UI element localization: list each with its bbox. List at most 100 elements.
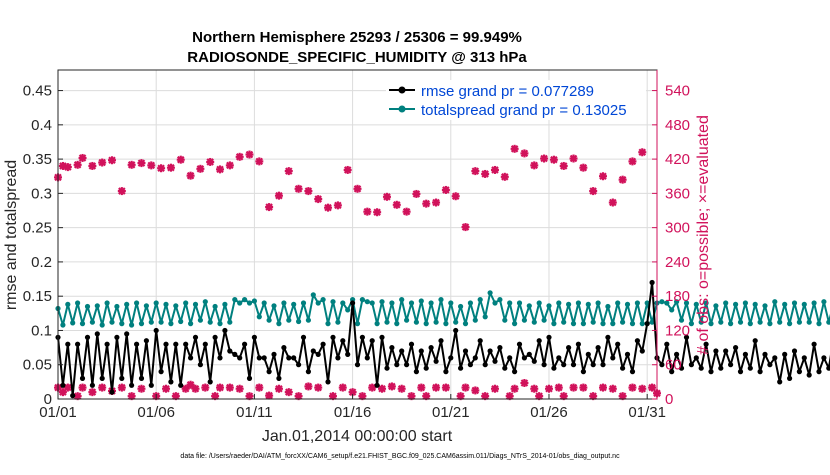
- spread-point: [129, 322, 135, 328]
- spread-point: [413, 319, 419, 325]
- obs-count-mark: [275, 384, 283, 393]
- rmse-point: [94, 331, 100, 337]
- rmse-point: [620, 365, 626, 371]
- spread-point: [242, 297, 248, 303]
- spread-point: [767, 321, 773, 327]
- obs-count-mark: [407, 392, 416, 400]
- obs-count-point: [540, 154, 549, 163]
- rmse-point: [242, 341, 248, 347]
- rmse-point: [428, 345, 434, 351]
- obs-count-mark: [417, 383, 426, 392]
- y-right-tick-label: 120: [665, 322, 690, 339]
- obs-count-point: [422, 199, 431, 208]
- rmse-point: [389, 345, 395, 351]
- obs-count-mark: [255, 383, 264, 392]
- rmse-point: [526, 351, 532, 357]
- rmse-point: [315, 351, 321, 357]
- spread-point: [443, 321, 449, 327]
- y-left-tick-label: 0.2: [31, 254, 52, 271]
- spread-point: [178, 318, 184, 325]
- rmse-point: [811, 341, 817, 347]
- rmse-point: [109, 389, 115, 395]
- rmse-point: [340, 338, 346, 344]
- spread-point: [516, 300, 523, 306]
- spread-point: [418, 298, 424, 304]
- rmse-point: [531, 358, 537, 364]
- obs-count-mark: [491, 384, 499, 393]
- spread-point: [153, 300, 159, 306]
- spread-point: [782, 301, 788, 307]
- obs-count-mark: [599, 383, 607, 392]
- obs-count-point: [191, 384, 200, 393]
- y-left-tick-label: 0: [44, 391, 52, 408]
- obs-count-point: [559, 392, 568, 401]
- spread-point: [408, 300, 415, 306]
- spread-point: [629, 321, 636, 327]
- obs-count-point: [206, 157, 215, 166]
- rmse-point: [487, 348, 493, 354]
- spread-point: [305, 317, 311, 323]
- obs-count-mark: [569, 383, 578, 392]
- spread-point: [590, 319, 596, 325]
- obs-count-point: [402, 207, 411, 216]
- obs-count-point: [608, 198, 617, 207]
- obs-count-point: [216, 165, 225, 174]
- obs-count-point: [255, 383, 264, 392]
- obs-count-mark: [579, 163, 588, 172]
- rmse-point: [595, 345, 601, 351]
- spread-point: [384, 319, 390, 325]
- spread-point: [310, 292, 316, 298]
- obs-count-mark: [265, 203, 273, 211]
- obs-count-point: [520, 379, 529, 388]
- obs-count-mark: [510, 384, 519, 393]
- obs-count-point: [353, 184, 362, 193]
- rmse-point: [286, 355, 292, 361]
- obs-count-point: [608, 384, 617, 393]
- spread-point: [678, 317, 685, 323]
- obs-count-point: [461, 223, 470, 232]
- spread-point: [281, 300, 287, 306]
- obs-count-point: [265, 203, 274, 212]
- obs-count-point: [471, 386, 480, 395]
- obs-count-mark: [334, 201, 342, 210]
- obs-count-point: [490, 165, 499, 174]
- obs-count-point: [265, 391, 274, 400]
- rmse-point: [521, 355, 528, 361]
- rmse-point: [561, 362, 567, 368]
- obs-count-mark: [589, 187, 597, 195]
- spread-line: [57, 291, 830, 326]
- obs-count-mark: [545, 384, 553, 393]
- obs-count-point: [284, 388, 293, 397]
- obs-count-mark: [628, 157, 637, 166]
- spread-point: [472, 317, 478, 323]
- spread-point: [566, 301, 572, 307]
- obs-count-mark: [343, 166, 352, 174]
- obs-count-mark: [599, 172, 607, 181]
- rmse-point: [782, 351, 788, 357]
- rmse-point: [310, 348, 316, 354]
- rmse-point: [511, 369, 518, 375]
- obs-count-mark: [559, 162, 568, 170]
- rmse-point: [757, 369, 763, 375]
- spread-point: [340, 300, 346, 306]
- obs-count-mark: [324, 203, 332, 212]
- obs-count-point: [554, 383, 563, 392]
- rmse-line: [57, 281, 830, 397]
- obs-count-mark: [304, 187, 313, 195]
- spread-point: [664, 300, 670, 306]
- rmse-point: [119, 375, 125, 381]
- rmse-point: [472, 355, 478, 361]
- obs-count-mark: [442, 383, 450, 392]
- rmse-point: [266, 369, 272, 375]
- spread-point: [188, 321, 194, 327]
- spread-point: [379, 299, 385, 305]
- obs-count-point: [63, 163, 72, 172]
- obs-count-point: [78, 153, 87, 162]
- obs-count-mark: [98, 158, 106, 167]
- rmse-point: [644, 321, 650, 327]
- spread-point: [173, 303, 179, 309]
- spread-point: [747, 321, 753, 327]
- rmse-point: [364, 355, 370, 361]
- obs-count-mark: [127, 161, 136, 169]
